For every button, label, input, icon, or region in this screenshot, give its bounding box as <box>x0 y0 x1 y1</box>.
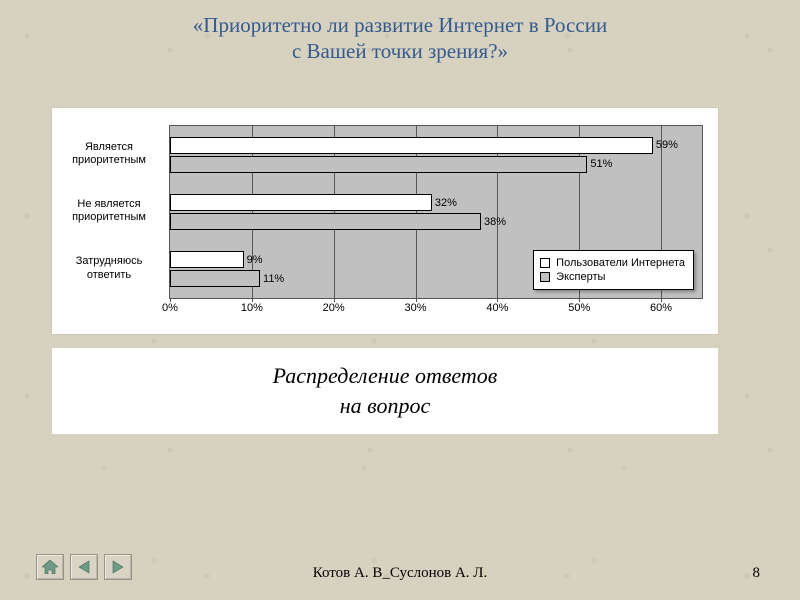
y-category-label: Затрудняюсьответить <box>54 255 164 281</box>
x-tick-label: 50% <box>568 302 590 314</box>
caption-line-2: на вопрос <box>340 393 430 418</box>
bar <box>170 194 432 211</box>
title-line-2: с Вашей точки зрения?» <box>292 39 508 63</box>
legend-swatch <box>540 258 550 268</box>
chart-plot-area: 0%10%20%30%40%50%60%Являетсяприоритетным… <box>169 125 703 299</box>
title-line-1: «Приоритетно ли развитие Интернет в Росс… <box>193 13 607 37</box>
legend-item: Пользователи Интернета <box>540 257 685 269</box>
bar-value-label: 9% <box>247 254 263 266</box>
y-category-label: Не являетсяприоритетным <box>54 198 164 224</box>
caption-box: Распределение ответов на вопрос <box>52 348 718 434</box>
bar-value-label: 32% <box>435 197 457 209</box>
legend-swatch <box>540 272 550 282</box>
bar <box>170 213 481 230</box>
x-tick-label: 10% <box>241 302 263 314</box>
footer-author: Котов А. В_Суслонов А. Л. <box>0 565 800 582</box>
legend: Пользователи Интернета Эксперты <box>533 250 694 290</box>
chart-container: 0% 10% 20% 30% 40% 50% 60% Являетсяприоритетным… <box>52 108 718 334</box>
legend-item: Эксперты <box>540 271 685 283</box>
slide-title: «Приоритетно ли развитие Интернет в Росс… <box>0 12 800 65</box>
legend-label: Пользователи Интернета <box>556 257 685 269</box>
page-number: 8 <box>753 565 761 582</box>
bar-value-label: 11% <box>263 273 284 285</box>
bar-value-label: 38% <box>484 216 506 228</box>
bar <box>170 156 587 173</box>
x-tick-label: 0% <box>162 302 178 314</box>
bar <box>170 270 260 287</box>
bar-value-label: 59% <box>656 139 678 151</box>
x-tick-label: 40% <box>486 302 508 314</box>
x-tick-label: 30% <box>405 302 427 314</box>
bar-value-label: 51% <box>590 158 612 170</box>
legend-label: Эксперты <box>556 271 605 283</box>
y-category-label: Являетсяприоритетным <box>54 141 164 167</box>
bar <box>170 137 653 154</box>
caption-line-1: Распределение ответов <box>273 363 498 388</box>
x-tick-label: 20% <box>323 302 345 314</box>
bar <box>170 251 244 268</box>
x-tick-label: 60% <box>650 302 672 314</box>
